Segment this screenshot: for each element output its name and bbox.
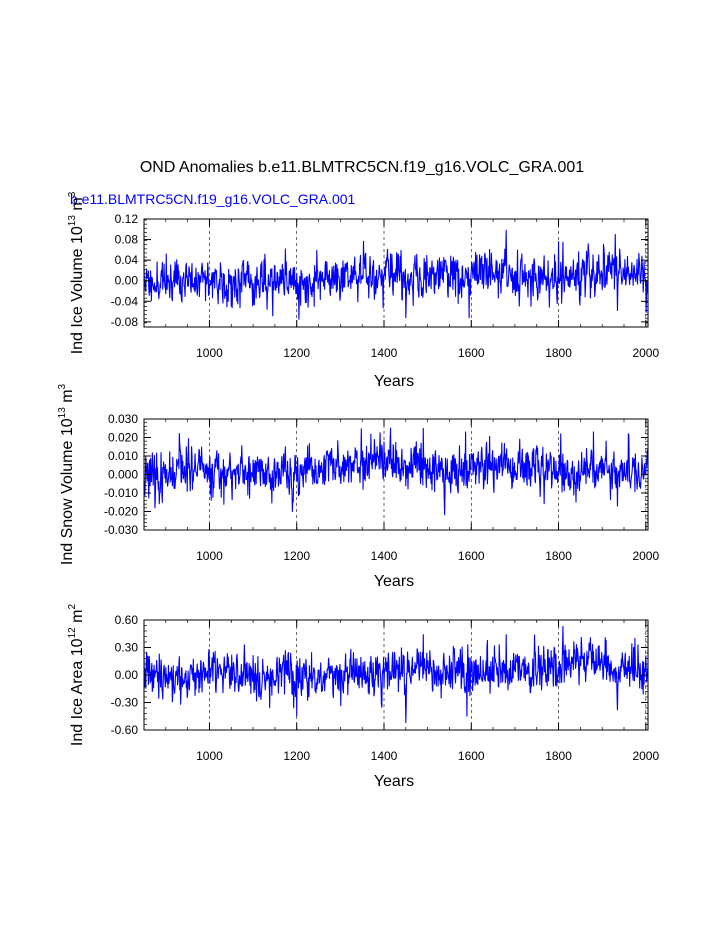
y-tick-label: -0.30 — [111, 696, 139, 710]
y-axis-label: Ind Ice Area 1012 m2 — [67, 604, 86, 747]
y-tick-label: -0.04 — [111, 294, 139, 308]
series-line-snow-volume — [143, 427, 649, 516]
y-tick-label: 0.020 — [108, 431, 138, 445]
y-tick-label: 0.000 — [108, 468, 138, 482]
panel-ice-volume: -0.08 -0.04 0.00 0.04 0.08 0.12 1000 1200 1400 16… — [67, 191, 659, 390]
panel-snow-volume: -0.030 -0.020 -0.010 0.000 0.010 0.020 0.030 10… — [57, 383, 659, 590]
x-tick-label: 1200 — [283, 549, 310, 563]
y-tick-label: 0.12 — [115, 212, 139, 226]
x-axis-label: Years — [374, 573, 414, 590]
x-tick-label: 1400 — [371, 549, 398, 563]
x-axis-label: Years — [374, 373, 414, 390]
y-axis-label: Ind Snow Volume 1013 m3 — [57, 383, 76, 565]
y-tick-label: -0.08 — [111, 315, 139, 329]
x-tick-label: 2000 — [632, 549, 659, 563]
x-tick-label: 1000 — [196, 749, 223, 763]
y-tick-label: 0.30 — [115, 641, 139, 655]
x-tick-label: 1800 — [545, 346, 572, 360]
y-tick-label: 0.030 — [108, 412, 138, 426]
x-tick-label: 1400 — [371, 749, 398, 763]
y-tick-label: -0.010 — [104, 486, 138, 500]
y-tick-label: 0.00 — [115, 668, 139, 682]
x-tick-label: 1000 — [196, 346, 223, 360]
x-tick-label: 1800 — [545, 549, 572, 563]
plot-frame — [143, 218, 649, 328]
y-tick-label: -0.030 — [104, 523, 138, 537]
y-tick-label: -0.020 — [104, 505, 138, 519]
x-axis-label: Years — [374, 773, 414, 790]
figure-subtitle: b.e11.BLMTRC5CN.f19_g16.VOLC_GRA.001 — [70, 191, 356, 207]
x-tick-label: 2000 — [632, 749, 659, 763]
y-tick-label: 0.010 — [108, 449, 138, 463]
y-axis-label: Ind Ice Volume 1013 m3 — [67, 191, 86, 354]
y-tick-label: -0.60 — [111, 723, 139, 737]
x-tick-label: 1200 — [283, 749, 310, 763]
panel-ice-area: -0.60 -0.30 0.00 0.30 0.60 1000 1200 1400 1600 18… — [67, 604, 659, 790]
y-tick-label: 0.00 — [115, 274, 139, 288]
x-tick-label: 2000 — [632, 346, 659, 360]
x-tick-label: 1000 — [196, 549, 223, 563]
x-tick-label: 1600 — [458, 346, 485, 360]
y-tick-label: 0.08 — [115, 233, 139, 247]
x-tick-label: 1800 — [545, 749, 572, 763]
x-tick-label: 1200 — [283, 346, 310, 360]
x-tick-label: 1400 — [371, 346, 398, 360]
series-line-ice-volume — [143, 229, 649, 320]
series-line-ice-area — [143, 625, 649, 724]
figure-title: OND Anomalies b.e11.BLMTRC5CN.f19_g16.VO… — [140, 159, 584, 176]
panels: -0.08 -0.04 0.00 0.04 0.08 0.12 1000 1200 1400 16… — [57, 191, 659, 790]
x-tick-label: 1600 — [458, 549, 485, 563]
y-tick-label: 0.60 — [115, 613, 139, 627]
x-tick-label: 1600 — [458, 749, 485, 763]
y-tick-label: 0.04 — [115, 253, 139, 267]
